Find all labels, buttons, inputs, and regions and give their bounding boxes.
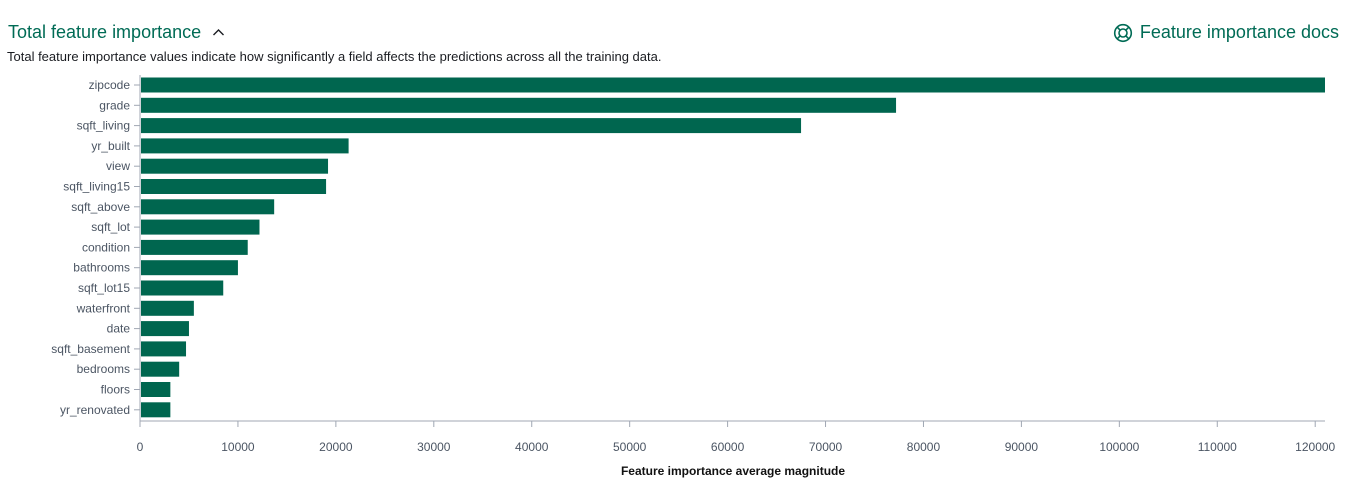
x-tick-label: 80000 xyxy=(907,440,941,454)
category-label: yr_built xyxy=(91,139,130,153)
lifebuoy-icon xyxy=(1113,23,1132,42)
category-label: bedrooms xyxy=(77,362,130,376)
category-label: sqft_living15 xyxy=(63,180,130,194)
x-axis-title: Feature importance average magnitude xyxy=(621,464,845,478)
category-label: floors xyxy=(101,383,130,397)
bar-floors[interactable] xyxy=(141,382,171,397)
category-label: sqft_basement xyxy=(51,342,130,356)
bar-waterfront[interactable] xyxy=(141,300,194,316)
category-label: bathrooms xyxy=(73,261,130,275)
x-tick-label: 70000 xyxy=(809,440,843,454)
bar-zipcode[interactable] xyxy=(141,77,1325,93)
x-tick-label: 30000 xyxy=(417,440,451,454)
x-tick-label: 50000 xyxy=(613,440,647,454)
category-label: grade xyxy=(99,98,130,112)
feature-importance-docs-link[interactable]: Feature importance docs xyxy=(1113,22,1339,43)
bar-condition[interactable] xyxy=(141,239,248,255)
category-label: waterfront xyxy=(76,301,131,315)
bar-bathrooms[interactable] xyxy=(141,260,238,276)
bar-bedrooms[interactable] xyxy=(141,361,180,377)
x-tick-label: 60000 xyxy=(711,440,745,454)
bar-grade[interactable] xyxy=(141,97,897,113)
chevron-up-icon[interactable] xyxy=(212,26,225,39)
category-label: zipcode xyxy=(89,78,131,92)
docs-link-label: Feature importance docs xyxy=(1139,22,1339,42)
category-label: view xyxy=(106,159,130,173)
bar-sqft_lot[interactable] xyxy=(141,219,260,235)
category-label: date xyxy=(107,322,131,336)
bar-yr_built[interactable] xyxy=(141,138,349,154)
bar-sqft_basement[interactable] xyxy=(141,341,187,357)
x-tick-label: 120000 xyxy=(1295,440,1335,454)
category-label: sqft_above xyxy=(71,200,130,214)
category-label: condition xyxy=(82,240,130,254)
x-tick-label: 0 xyxy=(137,440,144,454)
bar-sqft_above[interactable] xyxy=(141,199,275,215)
section-title: Total feature importance xyxy=(8,22,202,42)
x-tick-label: 90000 xyxy=(1005,440,1039,454)
section-header[interactable]: Total feature importance xyxy=(8,22,225,43)
bar-sqft_lot15[interactable] xyxy=(141,280,224,296)
x-tick-label: 100000 xyxy=(1099,440,1139,454)
x-tick-label: 110000 xyxy=(1198,440,1237,454)
bar-date[interactable] xyxy=(141,321,189,337)
bar-view[interactable] xyxy=(141,158,329,174)
x-tick-label: 10000 xyxy=(221,440,255,454)
section-description: Total feature importance values indicate… xyxy=(7,49,662,64)
category-label: sqft_lot15 xyxy=(78,281,130,295)
bar-sqft_living15[interactable] xyxy=(141,179,327,194)
category-label: sqft_lot xyxy=(91,220,130,234)
bar-sqft_living[interactable] xyxy=(141,118,802,134)
x-tick-label: 20000 xyxy=(319,440,353,454)
bar-yr_renovated[interactable] xyxy=(141,402,171,418)
x-tick-label: 40000 xyxy=(515,440,549,454)
category-label: sqft_living xyxy=(77,119,130,133)
category-label: yr_renovated xyxy=(60,403,130,417)
